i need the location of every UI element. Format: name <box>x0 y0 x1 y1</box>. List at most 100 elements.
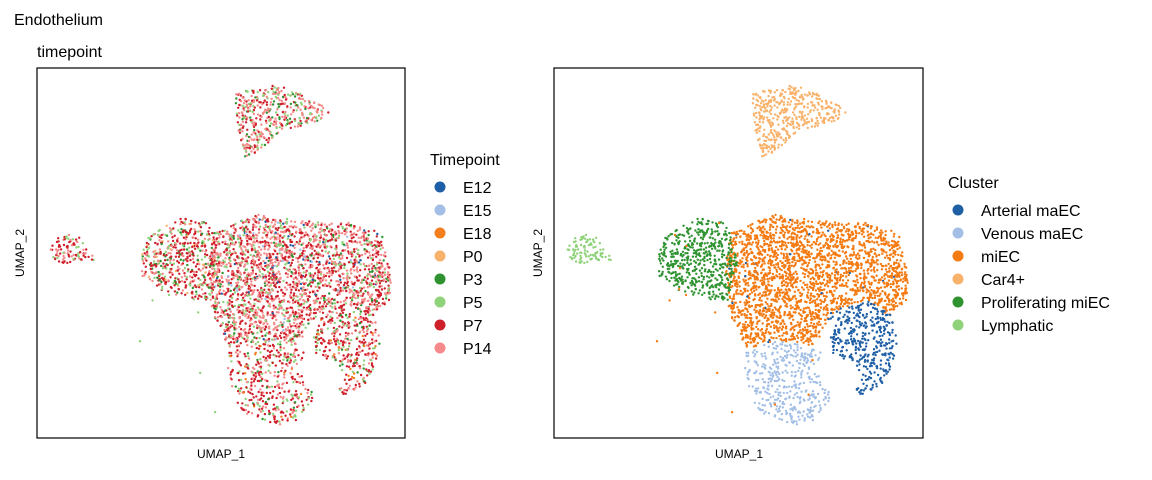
timepoint-point <box>232 234 235 237</box>
timepoint-point <box>273 264 277 267</box>
timepoint-point <box>279 346 282 349</box>
timepoint-point <box>373 308 376 311</box>
timepoint-point <box>253 247 256 250</box>
timepoint-point <box>387 284 390 287</box>
timepoint-point <box>203 276 206 279</box>
timepoint-point <box>160 280 163 284</box>
timepoint-point <box>166 263 169 267</box>
timepoint-point <box>248 230 251 233</box>
timepoint-point <box>250 262 253 265</box>
timepoint-point <box>280 99 283 103</box>
timepoint-point <box>252 218 255 221</box>
timepoint-point <box>158 248 162 251</box>
timepoint-point <box>283 376 286 379</box>
timepoint-point <box>188 275 192 278</box>
timepoint-point <box>224 240 227 243</box>
timepoint-point <box>357 236 360 239</box>
timepoint-point <box>289 238 292 242</box>
timepoint-point <box>191 276 194 279</box>
timepoint-point <box>141 274 144 278</box>
timepoint-point <box>331 356 334 359</box>
cluster-point <box>879 237 883 240</box>
timepoint-point <box>293 318 297 321</box>
timepoint-point <box>362 363 365 366</box>
timepoint-point <box>262 314 265 317</box>
timepoint-point <box>283 266 286 269</box>
timepoint-point <box>199 371 202 375</box>
timepoint-point <box>241 298 244 302</box>
timepoint-point <box>252 259 255 262</box>
timepoint-point <box>293 401 297 404</box>
timepoint-point <box>180 280 184 283</box>
timepoint-point <box>256 266 259 269</box>
timepoint-point <box>378 282 382 285</box>
timepoint-point <box>227 290 230 293</box>
timepoint-point <box>205 266 208 269</box>
timepoint-point <box>245 90 248 93</box>
timepoint-point <box>173 234 176 237</box>
timepoint-point <box>204 250 207 253</box>
timepoint-point <box>313 249 316 252</box>
timepoint-point <box>246 404 250 407</box>
timepoint-point <box>317 223 320 227</box>
cluster-point <box>885 270 889 274</box>
timepoint-point <box>376 261 379 264</box>
cluster-point <box>810 335 814 338</box>
timepoint-point <box>188 229 192 232</box>
timepoint-point <box>361 298 364 301</box>
timepoint-point <box>229 281 232 285</box>
timepoint-point <box>381 235 384 239</box>
cluster-point <box>845 292 848 295</box>
cluster-point <box>892 235 895 238</box>
timepoint-point <box>303 275 307 278</box>
timepoint-point <box>341 323 345 326</box>
timepoint-point <box>333 305 337 308</box>
timepoint-point <box>278 240 282 243</box>
timepoint-point <box>282 400 285 403</box>
timepoint-point <box>236 349 239 352</box>
timepoint-point <box>244 147 248 150</box>
timepoint-point <box>304 263 307 266</box>
timepoint-legend-marker <box>434 342 446 354</box>
timepoint-point <box>229 262 232 266</box>
timepoint-point <box>256 147 260 150</box>
timepoint-point <box>357 353 360 357</box>
timepoint-point <box>331 297 334 301</box>
timepoint-point <box>300 111 304 115</box>
cluster-point <box>747 284 750 287</box>
timepoint-point <box>259 253 262 257</box>
timepoint-point <box>322 276 325 279</box>
timepoint-point <box>333 353 336 356</box>
timepoint-point <box>261 405 265 408</box>
timepoint-point <box>334 358 337 362</box>
timepoint-point <box>247 357 251 360</box>
timepoint-point <box>262 216 265 219</box>
timepoint-point <box>184 238 187 241</box>
timepoint-point <box>363 344 366 348</box>
cluster-point <box>849 266 853 269</box>
timepoint-point <box>331 306 334 309</box>
timepoint-point <box>249 289 253 292</box>
timepoint-point <box>283 258 287 261</box>
timepoint-point <box>349 259 353 262</box>
timepoint-point <box>281 111 285 114</box>
timepoint-point <box>78 236 81 239</box>
timepoint-point <box>274 95 277 99</box>
timepoint-point <box>388 291 392 294</box>
timepoint-point <box>308 314 311 317</box>
timepoint-point <box>232 274 235 277</box>
timepoint-point <box>259 375 262 379</box>
timepoint-point <box>359 269 362 272</box>
cluster-point <box>746 316 749 319</box>
timepoint-point <box>355 247 358 250</box>
timepoint-point <box>281 300 284 303</box>
timepoint-point <box>289 106 292 109</box>
timepoint-legend-label: E12 <box>463 180 492 197</box>
timepoint-point <box>235 261 238 265</box>
timepoint-point <box>361 378 365 381</box>
timepoint-point <box>278 126 281 129</box>
timepoint-point <box>275 88 279 92</box>
timepoint-point <box>286 273 290 276</box>
timepoint-point <box>250 293 254 296</box>
timepoint-point <box>261 400 265 403</box>
